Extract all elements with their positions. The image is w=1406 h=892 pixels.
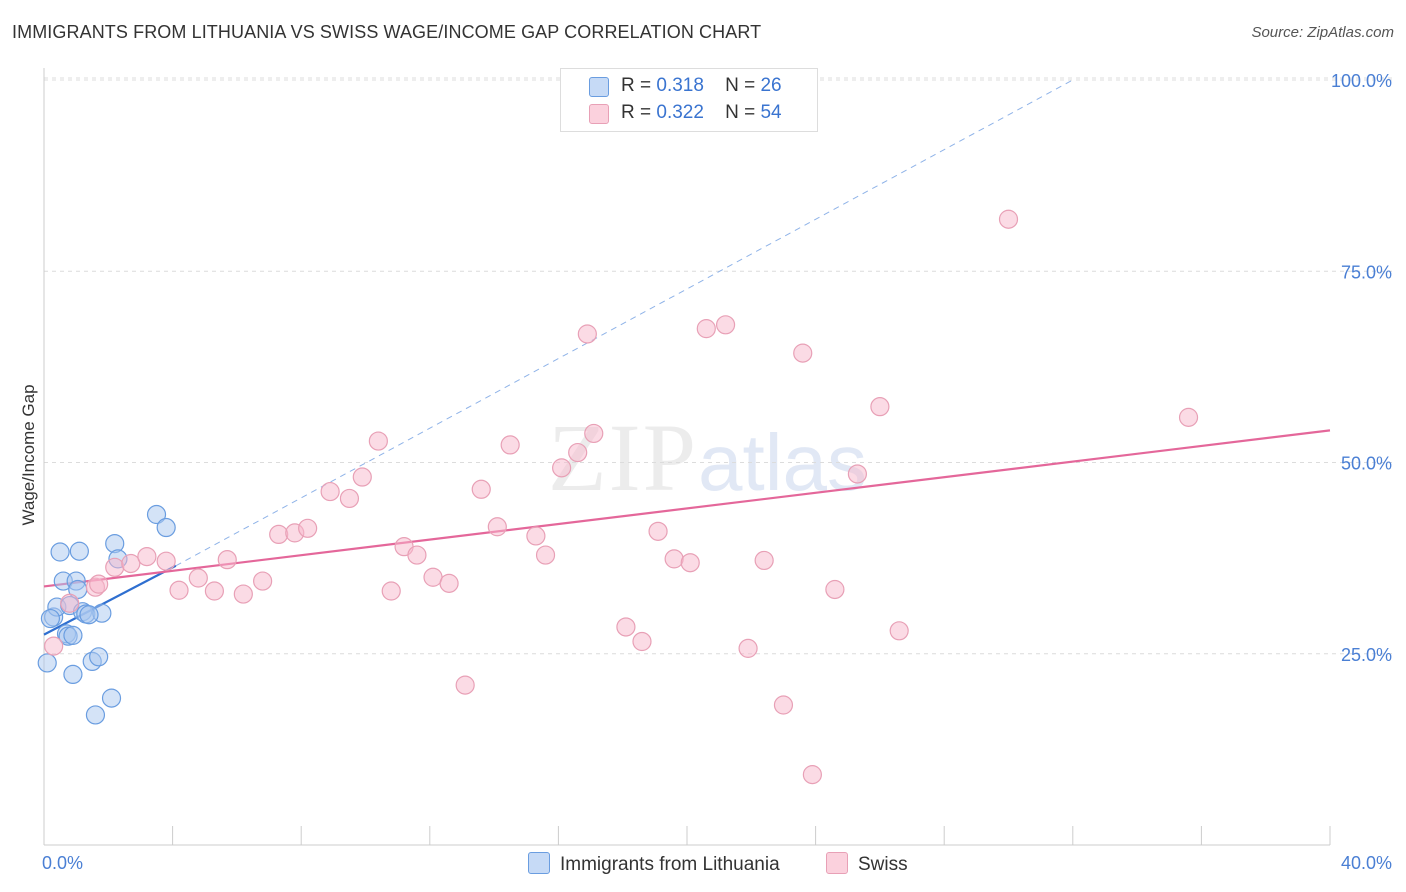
tick-labels: 25.0% 50.0% 75.0% 100.0% 0.0% 40.0% Wage/Incom…: [19, 71, 1392, 873]
point-swiss: [455, 675, 475, 695]
legend-n-value-lithuania: 26: [760, 75, 782, 96]
point-lithuania: [101, 688, 122, 708]
point-swiss: [121, 553, 141, 574]
point-swiss: [577, 324, 597, 344]
point-swiss: [773, 695, 794, 715]
point-lithuania: [40, 608, 61, 629]
legend: R = 0.318 N = 26 R = 0.322 N = 54: [560, 68, 818, 132]
point-lithuania: [63, 664, 83, 685]
legend-n-label: N =: [725, 102, 756, 123]
point-swiss: [298, 518, 318, 538]
point-swiss: [680, 553, 700, 573]
point-swiss: [802, 765, 822, 785]
legend-swatch-swiss: [589, 104, 609, 124]
legend-r-label: R =: [621, 102, 652, 123]
point-lithuania: [69, 541, 89, 561]
grid: [44, 77, 1392, 655]
point-swiss: [204, 581, 224, 601]
point-swiss: [793, 343, 813, 363]
point-swiss: [439, 573, 459, 593]
point-swiss: [616, 617, 636, 637]
legend-r-value-swiss: 0.322: [656, 102, 704, 123]
point-swiss: [253, 571, 273, 591]
point-swiss: [889, 621, 909, 641]
point-lithuania: [89, 647, 109, 667]
y-tick-label: 75.0%: [1341, 262, 1392, 282]
point-swiss: [339, 488, 360, 509]
point-swiss: [60, 593, 80, 613]
point-swiss: [188, 568, 208, 588]
y-tick-label: 100.0%: [1331, 71, 1392, 91]
y-tick-label: 50.0%: [1341, 454, 1392, 474]
bottom-legend-label-lithuania: Immigrants from Lithuania: [560, 854, 780, 875]
point-swiss: [584, 423, 604, 444]
point-swiss: [1178, 407, 1199, 427]
x-tick-label: 40.0%: [1341, 853, 1392, 873]
point-swiss: [423, 567, 443, 587]
point-swiss: [233, 584, 253, 604]
data-points: [37, 209, 1199, 785]
point-swiss: [738, 638, 758, 658]
point-swiss: [269, 524, 289, 545]
point-swiss: [632, 631, 652, 652]
point-swiss: [471, 479, 491, 499]
point-swiss: [217, 550, 237, 570]
point-swiss: [352, 467, 372, 487]
point-swiss: [381, 581, 401, 601]
y-axis-label: Wage/Income Gap: [19, 384, 38, 525]
y-tick-label: 25.0%: [1341, 645, 1392, 665]
point-swiss: [648, 521, 668, 541]
point-lithuania: [79, 605, 99, 625]
point-swiss: [715, 315, 736, 335]
point-swiss: [137, 546, 157, 567]
point-lithuania: [146, 504, 167, 525]
point-swiss: [526, 526, 546, 546]
point-swiss: [89, 574, 109, 594]
point-lithuania: [156, 517, 176, 538]
legend-r-label: R =: [621, 75, 652, 96]
point-swiss: [754, 550, 774, 571]
point-swiss: [664, 549, 684, 569]
axes: [43, 68, 1331, 846]
point-lithuania: [63, 625, 83, 645]
chart-title: IMMIGRANTS FROM LITHUANIA VS SWISS WAGE/…: [12, 22, 762, 42]
source-label: Source: ZipAtlas.com: [1251, 24, 1394, 41]
trend-line-dashed-lithuania: [175, 79, 1074, 567]
bottom-legend-label-swiss: Swiss: [858, 854, 908, 875]
point-swiss: [156, 551, 176, 571]
point-swiss: [998, 209, 1019, 229]
point-swiss: [568, 442, 588, 463]
point-swiss: [500, 435, 520, 455]
point-lithuania: [50, 542, 70, 562]
point-swiss: [696, 319, 716, 339]
point-swiss: [825, 579, 845, 600]
legend-n-value-swiss: 54: [760, 102, 782, 123]
point-swiss: [487, 517, 507, 537]
legend-n-label: N =: [725, 75, 756, 96]
trend-line-swiss: [43, 429, 1331, 588]
point-swiss: [44, 636, 64, 656]
point-lithuania: [37, 653, 57, 673]
bottom-legend-lithuania: Immigrants from Lithuania: [528, 852, 780, 876]
legend-r-value-lithuania: 0.318: [656, 75, 704, 96]
point-swiss: [169, 580, 189, 600]
point-swiss: [535, 545, 556, 565]
point-swiss: [368, 431, 388, 451]
trend-lines: [43, 79, 1331, 636]
bottom-legend-swatch-swiss: [826, 852, 848, 874]
x-tick-label: 0.0%: [42, 853, 83, 873]
bottom-legend-swiss: Swiss: [826, 852, 908, 876]
point-swiss: [105, 557, 125, 577]
point-swiss: [320, 481, 340, 502]
point-swiss: [407, 545, 427, 565]
point-swiss: [552, 458, 572, 478]
bottom-legend-swatch-lithuania: [528, 852, 550, 874]
legend-swatch-lithuania: [589, 77, 609, 97]
trend-line-lithuania: [43, 564, 177, 636]
point-swiss: [870, 397, 890, 417]
point-lithuania: [85, 705, 106, 725]
point-swiss: [847, 464, 867, 484]
